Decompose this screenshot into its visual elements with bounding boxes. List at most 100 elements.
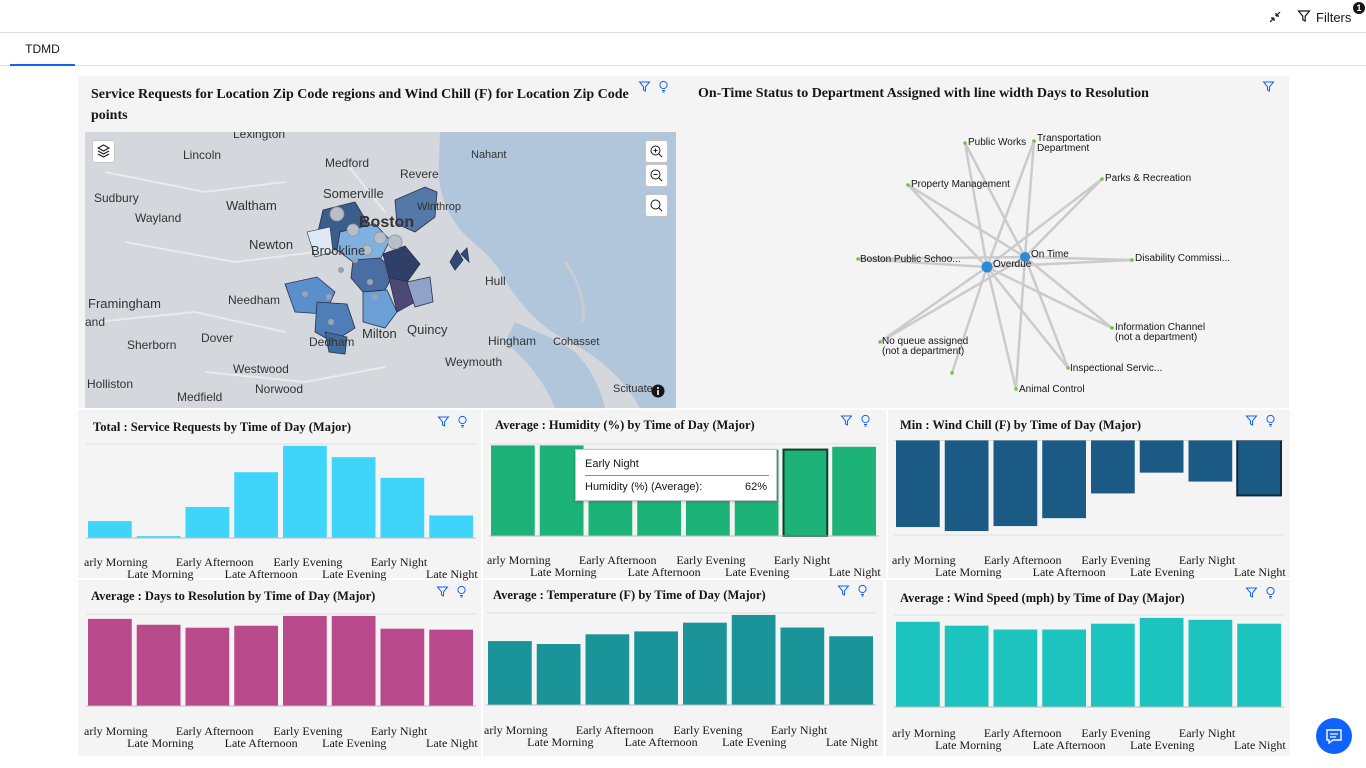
bar-chart-wind-chill[interactable] — [894, 440, 1284, 538]
chart-bar[interactable] — [993, 629, 1038, 707]
chart-bar[interactable] — [1091, 623, 1135, 707]
network-node[interactable]: Animal Control — [1019, 384, 1085, 395]
network-node[interactable]: Inspectional Servic... — [1070, 363, 1162, 374]
map-label: Newton — [249, 237, 293, 252]
filter-icon[interactable] — [1245, 586, 1258, 599]
network-graph[interactable]: Overdue On Time Public Works Transportat… — [684, 108, 1289, 408]
lightbulb-icon[interactable] — [657, 80, 670, 93]
network-node[interactable]: No queue assigned (not a department) — [882, 336, 968, 357]
network-node[interactable]: Disability Commissi... — [1135, 253, 1230, 264]
chart-bar[interactable] — [136, 536, 181, 538]
filter-icon[interactable] — [837, 584, 850, 597]
chart-bar[interactable] — [1139, 440, 1184, 473]
x-axis-tick-label: Late Night — [1234, 738, 1286, 752]
network-panel — [684, 76, 1289, 408]
chart-bar[interactable] — [1236, 440, 1282, 497]
chart-bar[interactable] — [944, 440, 989, 532]
filter-icon[interactable] — [437, 415, 450, 428]
x-axis-tick-label: Late Evening — [725, 565, 790, 579]
chart-bar[interactable] — [491, 445, 535, 536]
chart-bar[interactable] — [429, 629, 473, 706]
chart-bar[interactable] — [780, 627, 825, 705]
chart-bar[interactable] — [234, 472, 278, 538]
chart-title: Total : Service Requests by Time of Day … — [93, 420, 352, 434]
chart-bar[interactable] — [1139, 617, 1184, 707]
chart-bar[interactable] — [283, 615, 327, 706]
chart-bar[interactable] — [1042, 440, 1086, 519]
bar-chart-wind-speed[interactable] — [894, 613, 1284, 709]
chart-bar[interactable] — [185, 627, 230, 706]
chat-button[interactable] — [1316, 718, 1352, 754]
network-node[interactable]: Boston Public Schoo... — [860, 254, 961, 265]
chart-bar[interactable] — [731, 614, 776, 705]
filter-icon[interactable] — [1245, 414, 1258, 427]
bar-chart-days-to-resolution[interactable] — [86, 612, 476, 708]
bar-chart-service-requests[interactable] — [86, 442, 476, 540]
lightbulb-icon[interactable] — [456, 415, 469, 428]
lightbulb-icon[interactable] — [856, 584, 869, 597]
filter-icon[interactable] — [1262, 80, 1275, 93]
chart-bar[interactable] — [829, 636, 873, 705]
info-icon[interactable] — [651, 384, 665, 398]
network-node[interactable]: Parks & Recreation — [1105, 173, 1191, 184]
network-node[interactable]: Public Works — [968, 137, 1026, 148]
x-axis-tick-label: Early Night — [1178, 726, 1236, 740]
chart-title: Min : Wind Chill (F) by Time of Day (Maj… — [900, 418, 1142, 432]
lightbulb-icon[interactable] — [859, 414, 872, 427]
bar-chart-temperature[interactable] — [486, 611, 876, 707]
chart-bar[interactable] — [832, 446, 876, 536]
chart-bar[interactable] — [429, 515, 473, 538]
chart-bar[interactable] — [1042, 629, 1086, 707]
zoom-in-icon[interactable] — [645, 140, 668, 163]
collapse-icon[interactable] — [1266, 8, 1284, 26]
chart-bar[interactable] — [283, 445, 327, 538]
network-node[interactable]: Transportation Department — [1037, 133, 1101, 154]
chart-bar[interactable] — [331, 457, 376, 538]
chart-bar[interactable] — [585, 634, 630, 705]
chart-bar[interactable] — [136, 624, 181, 706]
x-axis-tick-label: arly Morning — [84, 555, 148, 569]
lightbulb-icon[interactable] — [1264, 414, 1277, 427]
network-node[interactable]: Information Channel (not a department) — [1115, 322, 1205, 343]
chart-bar[interactable] — [488, 641, 532, 705]
lightbulb-icon[interactable] — [455, 585, 468, 598]
chart-bar[interactable] — [88, 521, 132, 538]
zip-code-map[interactable]: Lexington Lincoln Medford Nahant Sudbury… — [85, 132, 676, 408]
map-label: Sherborn — [127, 338, 176, 352]
x-axis-tick-label: Early Afternoon — [983, 553, 1062, 567]
tooltip-label: Humidity (%) (Average): — [585, 481, 703, 493]
tab-tdmd[interactable]: TDMD — [10, 33, 75, 66]
chart-bar[interactable] — [993, 440, 1038, 527]
chart-bar[interactable] — [944, 625, 989, 707]
chart-bar[interactable] — [1188, 619, 1233, 707]
chart-bar[interactable] — [380, 628, 425, 706]
chart-bar[interactable] — [185, 506, 230, 538]
x-axis-tick-label: Late Evening — [1130, 738, 1195, 752]
chart-bar[interactable] — [380, 477, 425, 538]
chart-bar[interactable] — [331, 615, 376, 706]
filter-icon[interactable] — [436, 585, 449, 598]
network-hub-overdue[interactable]: Overdue — [993, 259, 1032, 270]
search-icon[interactable] — [645, 194, 668, 217]
chart-bar[interactable] — [634, 631, 678, 705]
filter-icon[interactable] — [638, 80, 651, 93]
chart-bar[interactable] — [1188, 440, 1233, 482]
network-hub-on-time[interactable]: On Time — [1031, 249, 1069, 260]
x-axis-tick-label: Early Night — [370, 555, 428, 569]
lightbulb-icon[interactable] — [1264, 586, 1277, 599]
chart-bar[interactable] — [782, 448, 829, 537]
chart-bar[interactable] — [683, 622, 727, 705]
chart-bar[interactable] — [1237, 623, 1281, 707]
zoom-out-icon[interactable] — [645, 164, 668, 187]
network-node[interactable]: Property Management — [911, 179, 1010, 190]
x-axis-tick-label: arly Morning — [892, 553, 956, 567]
chart-bar[interactable] — [536, 643, 581, 705]
chart-bar[interactable] — [896, 621, 940, 707]
filters-button[interactable]: Filters — [1297, 7, 1351, 27]
chart-bar[interactable] — [88, 618, 132, 706]
filter-icon[interactable] — [840, 414, 853, 427]
layers-icon[interactable] — [92, 140, 115, 163]
chart-bar[interactable] — [234, 625, 278, 706]
chart-bar[interactable] — [1091, 440, 1135, 494]
chart-bar[interactable] — [896, 440, 940, 528]
